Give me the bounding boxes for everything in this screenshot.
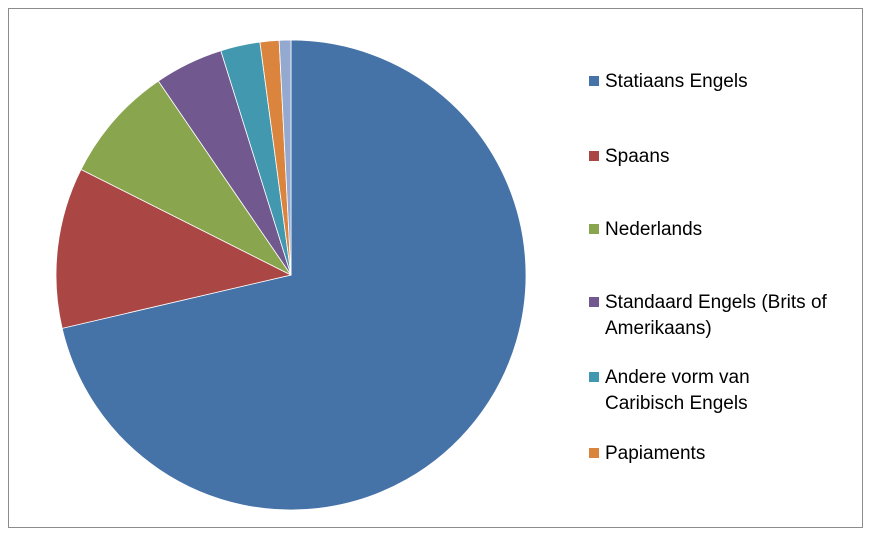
- legend-swatch: [589, 151, 599, 161]
- legend-item-spaans: Spaans: [589, 144, 863, 170]
- legend-item-statiaans-engels: Statiaans Engels: [589, 69, 863, 95]
- legend-swatch: [589, 76, 599, 86]
- pie-slice-other: [278, 39, 292, 276]
- legend-label: Statiaans Engels: [605, 71, 748, 92]
- pie-chart: [55, 39, 527, 511]
- chart-area: Statiaans Engels Spaans Nederlands Stand…: [8, 8, 863, 528]
- legend-label: Papiaments: [605, 443, 706, 464]
- pie-slices: [55, 39, 527, 511]
- legend-item-standaard-engels: Standaard Engels (Brits of Amerikaans): [589, 290, 867, 342]
- legend-swatch: [589, 224, 599, 234]
- legend-label: Standaard Engels (Brits of Amerikaans): [605, 292, 827, 339]
- legend-swatch: [589, 372, 599, 382]
- pie-slice-spaans: [55, 168, 293, 329]
- legend-item-papiaments: Papiaments: [589, 441, 863, 467]
- legend-label: Spaans: [605, 146, 670, 167]
- legend-swatch: [589, 297, 599, 307]
- legend-swatch: [589, 448, 599, 458]
- pie-slice-statiaans-engels: [61, 39, 527, 511]
- legend-item-andere-vorm: Andere vorm van Caribisch Engels: [589, 365, 805, 417]
- legend-label: Andere vorm van Caribisch Engels: [605, 367, 750, 414]
- legend-item-nederlands: Nederlands: [589, 217, 863, 243]
- legend-label: Nederlands: [605, 219, 703, 240]
- pie-slice-nederlands: [80, 80, 292, 276]
